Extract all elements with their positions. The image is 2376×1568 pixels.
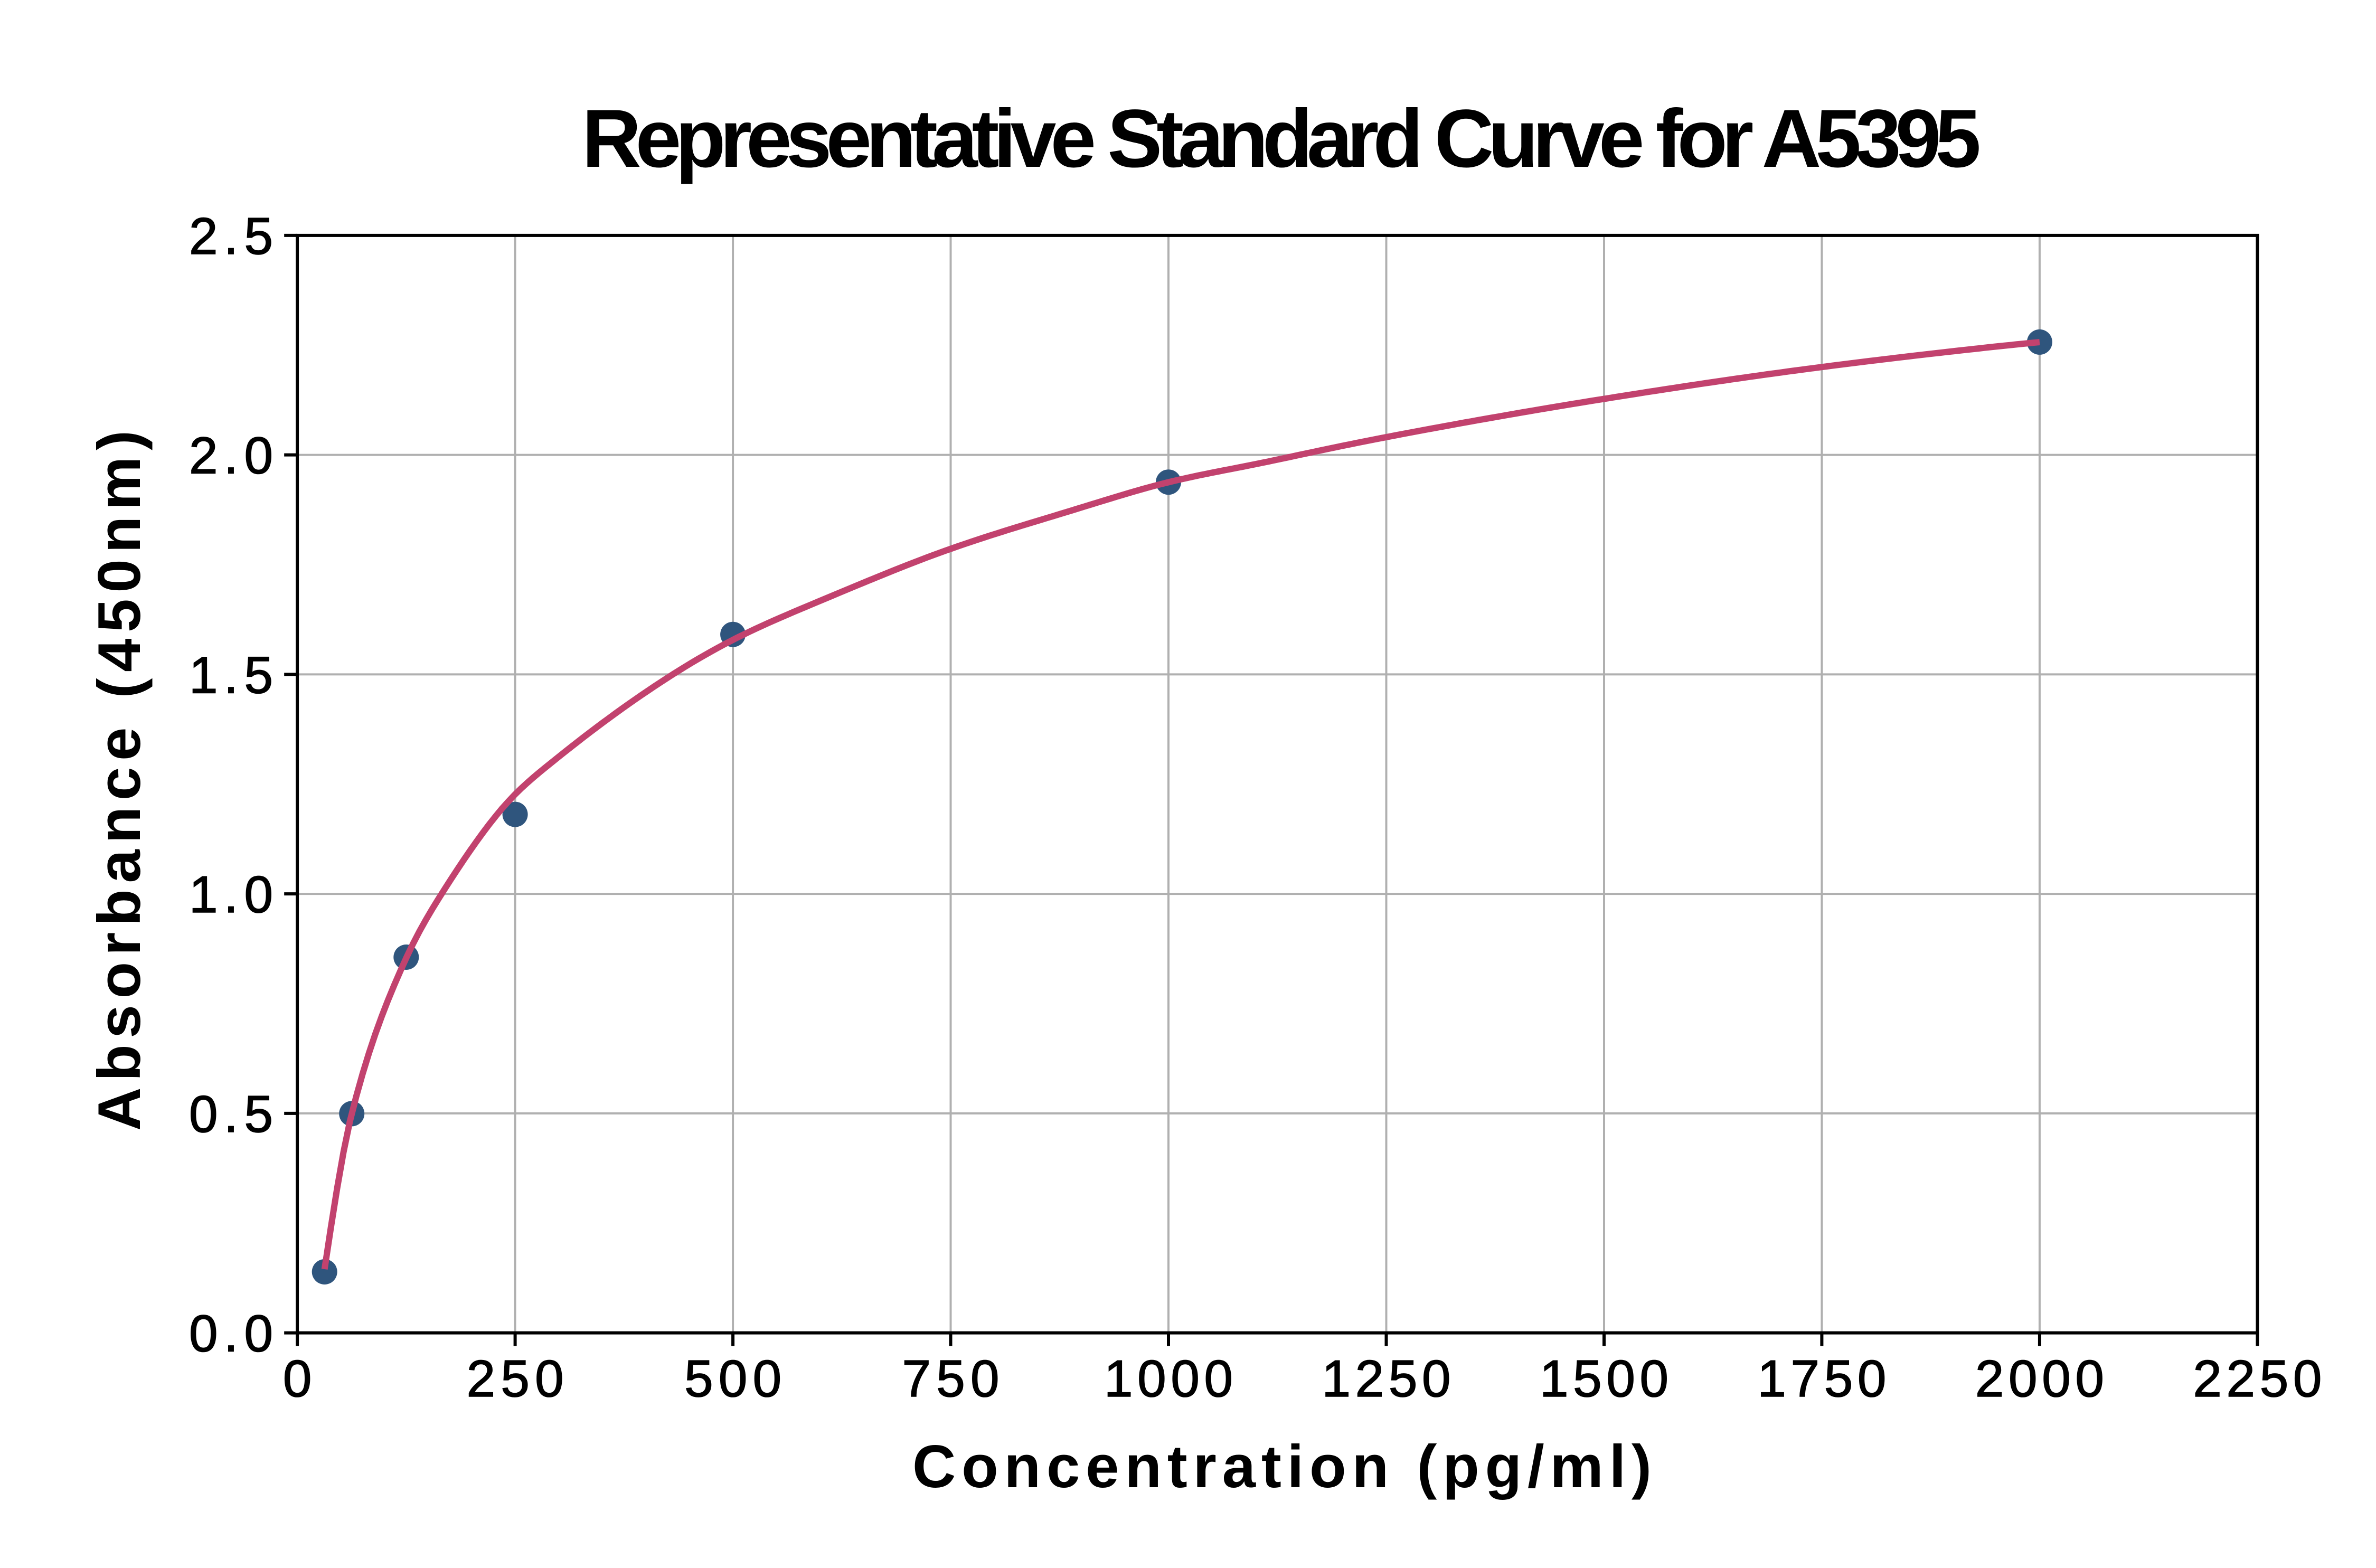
svg-text:0.5: 0.5 xyxy=(189,1085,273,1143)
svg-text:750: 750 xyxy=(902,1349,1000,1408)
svg-text:2000: 2000 xyxy=(1975,1349,2104,1408)
svg-text:1500: 1500 xyxy=(1540,1349,1668,1408)
svg-text:250: 250 xyxy=(467,1349,564,1408)
svg-text:1000: 1000 xyxy=(1104,1349,1233,1408)
svg-text:1.5: 1.5 xyxy=(189,646,273,704)
svg-text:2.0: 2.0 xyxy=(189,427,273,485)
svg-text:2.5: 2.5 xyxy=(189,207,273,265)
svg-text:Absorbance (450nm): Absorbance (450nm) xyxy=(86,430,153,1131)
svg-text:0.0: 0.0 xyxy=(189,1305,273,1363)
svg-text:Concentration (pg/ml): Concentration (pg/ml) xyxy=(912,1433,1652,1500)
svg-text:1750: 1750 xyxy=(1757,1349,1886,1408)
svg-text:1250: 1250 xyxy=(1322,1349,1451,1408)
svg-text:Representative Standard Curve: Representative Standard Curve for A5395 xyxy=(582,93,1981,185)
svg-text:1.0: 1.0 xyxy=(189,865,273,923)
svg-text:0: 0 xyxy=(283,1349,312,1408)
svg-text:500: 500 xyxy=(684,1349,781,1408)
svg-text:2250: 2250 xyxy=(2193,1349,2322,1408)
